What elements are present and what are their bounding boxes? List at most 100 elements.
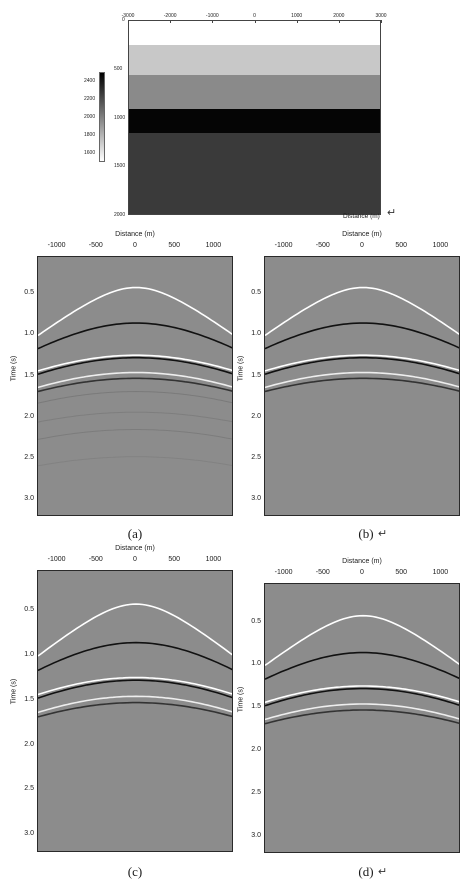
panel-caption: (b)	[358, 526, 374, 541]
panel-y-tick: 1.0	[24, 330, 34, 338]
panel-y-tick: 1.0	[251, 660, 261, 668]
model-layer-3	[129, 74, 380, 109]
model-x-tickmark	[338, 20, 340, 23]
reflection-event-5	[38, 371, 232, 389]
velocity-model-figure: -3000 -2000 -1000 0 1000 2000 3000 0 500 1000 150…	[0, 0, 474, 226]
reflection-event-4	[265, 687, 459, 707]
panel-x-label: Distance (m)	[342, 558, 382, 565]
colorbar-tick: 2400	[84, 78, 96, 84]
panel-x-tick: 1000	[432, 242, 449, 249]
colorbar-tick: 1800	[84, 132, 96, 138]
panel-y-tick: 2.5	[251, 454, 261, 462]
panel-y-tick: 2.0	[24, 412, 34, 420]
reflection-event-7	[38, 390, 232, 404]
reflection-event-8	[38, 411, 232, 423]
panel-y-tick: 1.5	[251, 703, 261, 711]
reflection-event-3	[38, 354, 232, 372]
panel-x-tick: 0	[133, 242, 137, 249]
panel-x-tick: -1000	[274, 569, 293, 576]
panel-y-tick: 0.5	[24, 606, 34, 614]
reflection-event-9	[38, 429, 232, 440]
panel-plot-area	[264, 256, 460, 516]
model-x-tickmark	[128, 20, 129, 23]
reflection-event-1	[265, 614, 459, 667]
colorbar-tick: 2200	[84, 96, 96, 102]
model-layer-1	[129, 21, 380, 46]
return-mark: ↵	[378, 528, 388, 540]
model-x-tick: 3000	[375, 13, 387, 19]
panel-x-tick: -1000	[47, 556, 66, 563]
panel-y-tick: 3.0	[24, 495, 34, 503]
panel-x-tick: 0	[360, 569, 364, 576]
colorbar-tick: 1600	[84, 150, 96, 156]
panel-x-tick: 1000	[205, 242, 222, 249]
panel-x-tick: -500	[315, 569, 330, 576]
reflection-event-6	[265, 377, 459, 393]
panel-y-tick: 0.5	[251, 289, 261, 297]
panel-y-tick: 2.0	[251, 746, 261, 754]
model-layer-5	[129, 133, 380, 214]
colorbar-tick: 2000	[84, 114, 96, 120]
panel-x-tick: 0	[360, 242, 364, 249]
reflection-event-3	[265, 354, 459, 372]
model-x-tick: 0	[253, 13, 256, 19]
model-x-tickmark	[212, 20, 214, 23]
reflection-event-5	[38, 695, 232, 714]
panel-y-tick: 0.5	[24, 289, 34, 297]
panel-x-tick: -500	[88, 556, 103, 563]
velocity-colorbar	[99, 72, 105, 162]
panel-x-tick: -500	[315, 242, 330, 249]
panel-y-label: Time (s)	[237, 687, 245, 713]
reflection-event-2	[265, 322, 459, 350]
reflection-event-1	[38, 603, 232, 657]
model-y-tick: 1500	[114, 163, 126, 170]
panel-svg	[265, 286, 459, 393]
model-y-tick: 1000	[114, 114, 126, 121]
reflection-event-10	[38, 456, 232, 467]
panel-x-tick: 0	[133, 556, 137, 563]
model-x-tick: 1000	[291, 13, 303, 19]
reflection-event-6	[38, 701, 232, 718]
model-y-tick: 500	[114, 65, 123, 72]
panel-y-tick: 3.0	[251, 831, 261, 839]
reflection-event-2	[265, 651, 459, 680]
velocity-model-plot	[128, 20, 381, 215]
panel-y-tick: 3.0	[24, 830, 34, 838]
reflection-event-3	[265, 685, 459, 704]
model-layer-4	[129, 108, 380, 134]
reflection-event-2	[38, 641, 232, 672]
panel-y-label: Time (s)	[237, 355, 245, 382]
panel-y-tick: 1.5	[251, 371, 261, 379]
panel-y-tick: 1.0	[251, 330, 261, 338]
panel-y-tick: 1.5	[24, 371, 34, 379]
panel-y-tick: 2.5	[24, 454, 34, 462]
panel-x-tick: 1000	[205, 556, 222, 563]
model-layer-2	[129, 45, 380, 75]
model-x-tick: -3000	[121, 13, 135, 19]
model-x-tickmark	[254, 20, 256, 23]
panel-plot-area	[37, 570, 233, 852]
panel-x-label: Distance (m)	[342, 231, 382, 238]
panel-y-label: Time (s)	[10, 679, 18, 705]
panel-caption: (a)	[127, 526, 143, 541]
reflection-event-1	[265, 286, 459, 337]
model-x-tickmark	[296, 20, 298, 23]
model-x-label: Distance (m)	[343, 213, 380, 220]
reflection-event-5	[265, 703, 459, 721]
panel-x-tick: 500	[168, 556, 181, 563]
panel-svg	[38, 603, 232, 718]
panel-x-label: Distance (m)	[115, 545, 155, 552]
model-x-tickmark	[170, 20, 172, 23]
panel-y-tick: 1.5	[24, 695, 34, 703]
panel-svg	[265, 614, 459, 725]
panel-svg	[38, 286, 232, 467]
reflection-event-6	[38, 377, 232, 393]
model-x-tick: 2000	[333, 13, 345, 19]
panel-y-tick: 2.0	[251, 412, 261, 420]
model-y-tick: 2000	[114, 212, 126, 218]
panel-plot-area	[37, 256, 233, 516]
panel-y-tick: 3.0	[251, 495, 261, 503]
model-x-tick: -1000	[205, 13, 219, 19]
panel-caption: (d)	[358, 864, 374, 879]
panel-x-tick: 500	[395, 569, 408, 576]
